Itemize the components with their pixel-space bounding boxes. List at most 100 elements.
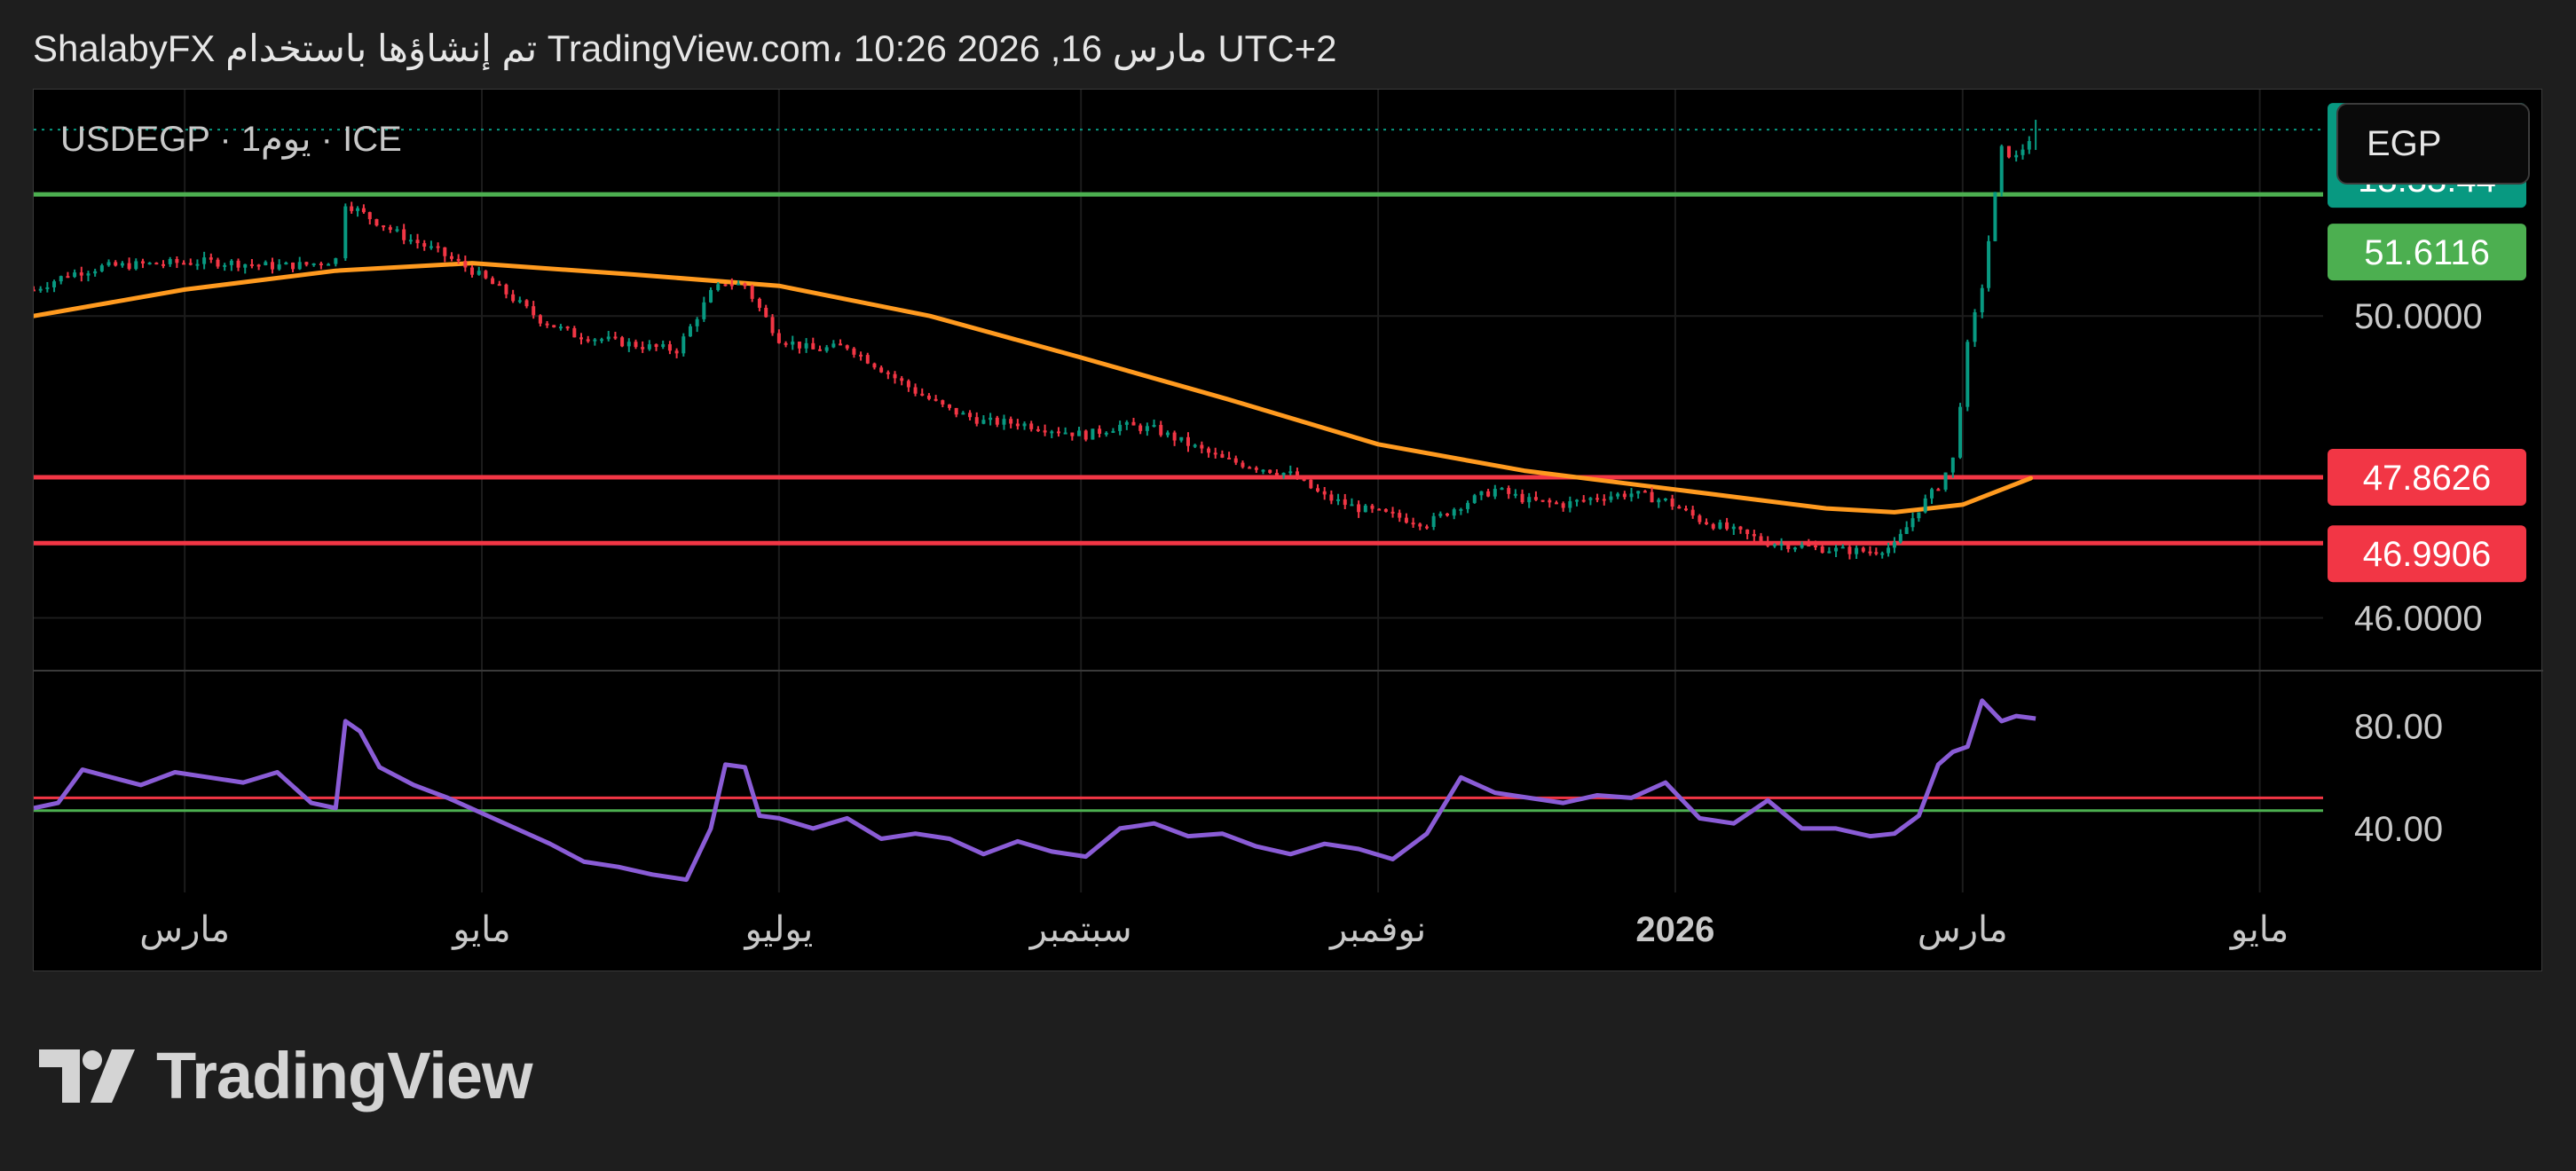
chart-caption: ShalabyFX تم إنشاؤها باستخدام TradingVie… [33, 28, 1337, 69]
candle-body [311, 263, 316, 265]
candle-body [1111, 430, 1115, 433]
candle-body [1527, 497, 1532, 503]
candle-body [1015, 423, 1020, 427]
candle-body [1233, 458, 1238, 463]
candle-body [161, 263, 166, 266]
candle-body [202, 257, 207, 264]
x-tick-label: مايو [451, 910, 510, 950]
candle-body [1568, 501, 1572, 508]
candle-body [1098, 428, 1102, 434]
candle-body [86, 273, 91, 276]
candle-body [1288, 471, 1293, 474]
candle-body [674, 350, 679, 354]
candle-body [1152, 425, 1156, 428]
candle-body [1309, 479, 1313, 489]
candle-body [147, 263, 152, 265]
candle-body [1745, 529, 1750, 534]
candle-body [681, 336, 686, 354]
candle-body [1131, 421, 1136, 426]
candle-body [647, 344, 651, 350]
candle-body [1083, 430, 1088, 440]
candle-body [374, 219, 379, 226]
candle-body [382, 225, 386, 228]
candle-body [343, 206, 348, 259]
candle-body [839, 343, 843, 346]
chart-panel[interactable]: مارس مايو يوليو سبتمبر نوفمبر 2026 مارس مايو 50.… [33, 89, 2543, 972]
candle-body [572, 327, 577, 338]
candle-body [654, 344, 658, 348]
candle-body [1887, 547, 1891, 554]
candle-body [1987, 240, 1991, 288]
candle-body [1705, 522, 1709, 524]
candle-body [974, 417, 979, 424]
candle-body [449, 255, 453, 259]
candle-body [1479, 491, 1484, 496]
candle-body [367, 212, 372, 220]
candle-body [1861, 547, 1865, 552]
candle-body [1943, 472, 1948, 490]
candle-body [552, 325, 556, 327]
candle-body [1766, 541, 1770, 546]
x-tick-label: سبتمبر [1028, 910, 1132, 950]
candle-body [436, 246, 440, 248]
moving-average-layer [34, 261, 2034, 515]
moving-average-line [34, 261, 2034, 515]
currency-button[interactable]: EGP [2336, 103, 2530, 185]
candle-body [229, 260, 233, 265]
candle-body [1165, 432, 1170, 436]
candle-body [388, 227, 392, 230]
candle-body [634, 342, 638, 348]
candle-body [688, 326, 692, 337]
candle-body [586, 339, 590, 342]
candle-body [1363, 505, 1367, 513]
grid-lines [34, 90, 2543, 892]
candle-body [1207, 448, 1211, 453]
tradingview-logo[interactable]: TradingView [39, 1038, 533, 1113]
candle-body [968, 413, 973, 418]
candle-body [1138, 425, 1143, 431]
chart-canvas[interactable]: مارس مايو يوليو سبتمبر نوفمبر 2026 مارس مايو 50.… [34, 90, 2543, 972]
candle-body [797, 342, 801, 349]
candle-body [470, 267, 475, 275]
candle-body [845, 345, 849, 349]
candle-body [1609, 496, 1613, 500]
candle-body [893, 373, 897, 379]
candle-body [1980, 287, 1984, 313]
rsi-layer [34, 698, 2323, 883]
candle-body [1043, 430, 1047, 433]
candle-body [120, 263, 124, 266]
candle-body [824, 347, 829, 351]
candle-body [1452, 509, 1456, 516]
candle-body [1670, 498, 1674, 507]
candle-body [1002, 419, 1006, 425]
candle-body [2027, 141, 2031, 150]
candle-body [702, 302, 706, 319]
candle-body [934, 398, 938, 401]
candle-body [1636, 491, 1641, 494]
candle-body [1500, 488, 1504, 491]
candle-body [1930, 489, 1934, 499]
candle-body [729, 284, 734, 287]
rsi-line [34, 698, 2036, 883]
candle-body [463, 261, 468, 268]
candle-body [34, 289, 35, 292]
candle-body [291, 262, 295, 270]
candle-body [1725, 522, 1729, 530]
candle-body [920, 393, 925, 396]
candle-body [579, 337, 584, 340]
candle-body [532, 306, 536, 316]
candle-body [1357, 504, 1361, 513]
candle-body [1622, 493, 1627, 498]
candle-body [1329, 494, 1334, 501]
candle-body [1993, 192, 1997, 241]
candle-body [1847, 546, 1852, 554]
candle-body [1874, 552, 1879, 554]
candle-body [402, 229, 406, 240]
candle-body [1807, 545, 1811, 547]
candle-body [1595, 498, 1600, 500]
candle-body [1731, 526, 1736, 530]
candle-body [776, 333, 781, 343]
symbol-info: USDEGP · 1يوم · ICE [60, 120, 402, 159]
candle-body [456, 258, 461, 262]
candle-body [593, 339, 597, 342]
